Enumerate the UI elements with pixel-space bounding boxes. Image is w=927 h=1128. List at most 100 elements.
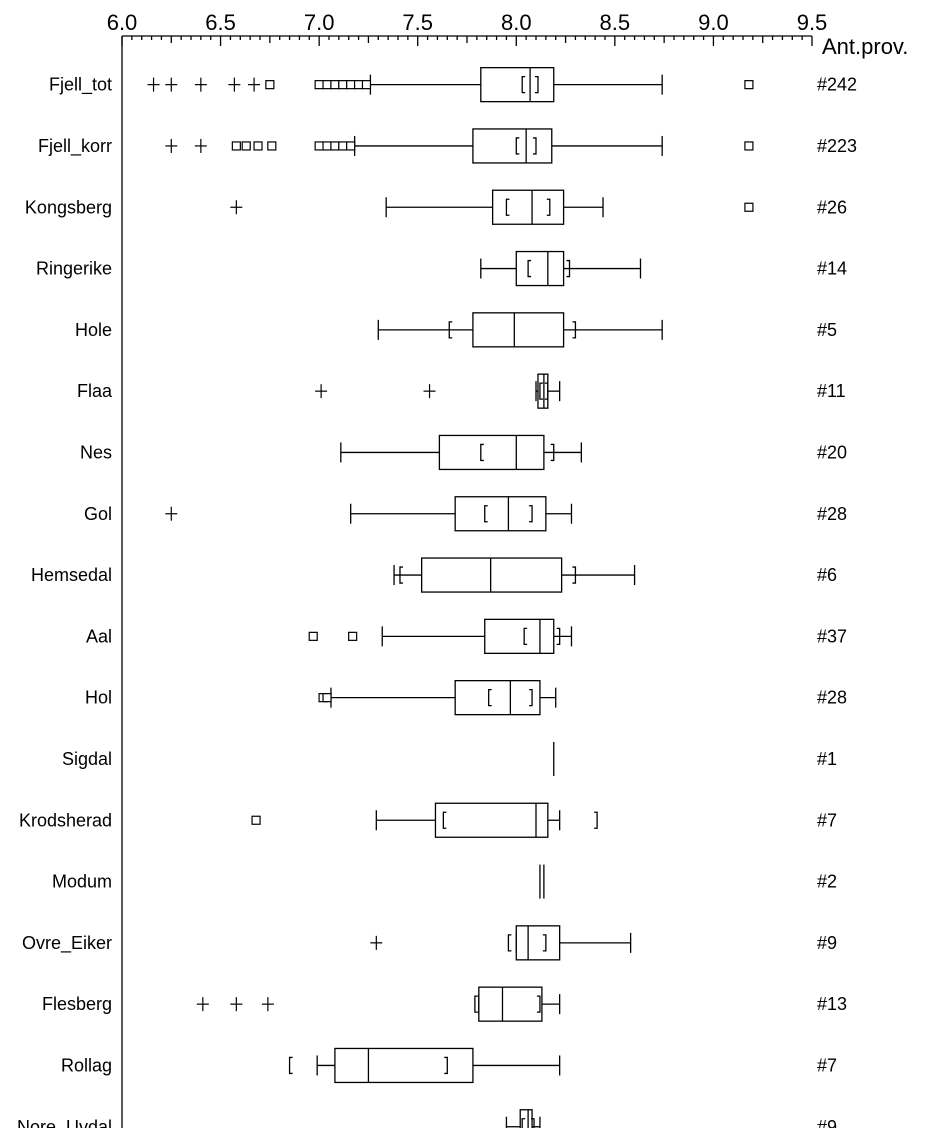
row-label: Flesberg (42, 994, 112, 1014)
x-tick-label: 9.5 (797, 10, 828, 35)
ci-bracket-high (550, 443, 555, 462)
ci-bracket-high (533, 137, 537, 155)
ci-bracket-high (556, 627, 561, 645)
outlier-square (322, 693, 332, 703)
row-label: Modum (52, 872, 112, 892)
outlier-square (231, 141, 241, 151)
iqr-box (421, 557, 563, 593)
row-label: Hol (85, 688, 112, 708)
boxplot-row: Fjell_korr #223 (38, 128, 857, 164)
boxplot-row: Aal #37 (86, 618, 847, 654)
ci-bracket-low (488, 689, 492, 707)
iqr-box (472, 128, 553, 164)
outlier-plus (147, 77, 160, 92)
ci-bracket-low (442, 811, 447, 829)
ci-bracket-high (572, 566, 577, 584)
outlier-plus (315, 384, 328, 399)
outlier-plus (230, 200, 243, 215)
iqr-box (454, 680, 541, 716)
ci-bracket-low (474, 995, 478, 1013)
ci-bracket-high (529, 689, 533, 707)
outlier-square (251, 815, 261, 825)
row-label: Rollag (61, 1055, 112, 1075)
outlier-plus (194, 138, 207, 153)
outlier-square (338, 141, 348, 151)
count-label: #242 (817, 75, 857, 95)
count-label: #223 (817, 136, 857, 156)
ci-bracket-high (572, 321, 577, 339)
row-label: Nore_Uvdal (17, 1117, 112, 1128)
ci-bracket-high (444, 1056, 448, 1075)
ci-bracket-low (484, 505, 488, 523)
ci-bracket-low (288, 1056, 293, 1075)
row-label: Gol (84, 504, 112, 524)
iqr-box (519, 1109, 533, 1128)
iqr-box (434, 802, 549, 838)
row-label: Hemsedal (31, 565, 112, 585)
outlier-square (253, 141, 263, 151)
boxplot-row: Gol #28 (84, 496, 847, 532)
ci-bracket-high (542, 934, 547, 952)
row-label: Hole (75, 320, 112, 340)
outlier-square (348, 631, 358, 641)
outlier-plus (248, 77, 261, 92)
ci-bracket-high (544, 382, 549, 400)
boxplot-row: Rollag #7 (61, 1047, 837, 1084)
outlier-plus (370, 935, 383, 950)
outlier-plus (165, 138, 178, 153)
boxplot-row: Sigdal #1 (62, 741, 837, 776)
boxplot-row: Nore_Uvdal #9 (17, 1109, 837, 1128)
row-label: Kongsberg (25, 197, 112, 217)
boxplot-row: Fjell_tot #242 (49, 67, 857, 103)
row-label: Nes (80, 442, 112, 462)
iqr-box (491, 189, 565, 225)
ci-bracket-low (523, 627, 528, 645)
count-label: #26 (817, 197, 847, 217)
count-label: #20 (817, 442, 847, 462)
outlier-square (314, 141, 324, 151)
row-label: Sigdal (62, 749, 112, 769)
outlier-square (338, 80, 348, 90)
outlier-square (241, 141, 251, 151)
row-label: Fjell_korr (38, 136, 112, 157)
ci-bracket-low (539, 382, 543, 400)
iqr-box (480, 67, 555, 103)
outlier-square (322, 141, 332, 151)
ci-bracket-high (529, 505, 533, 523)
row-label: Aal (86, 626, 112, 646)
iqr-box (438, 434, 545, 471)
outlier-plus (165, 77, 178, 92)
count-label: #5 (817, 320, 837, 340)
row-label: Fjell_tot (49, 75, 112, 96)
outlier-square (330, 80, 340, 90)
outlier-square (267, 141, 277, 151)
row-label: Ringerike (36, 259, 112, 279)
outlier-square (314, 80, 324, 90)
ci-bracket-low (480, 443, 484, 462)
outlier-square (322, 80, 332, 90)
x-tick-label: 8.0 (501, 10, 532, 35)
ci-bracket-low (505, 198, 510, 216)
iqr-box (515, 925, 561, 961)
count-label: #7 (817, 810, 837, 830)
count-label: #28 (817, 688, 847, 708)
count-header: Ant.prov. (822, 34, 908, 59)
x-axis-tick-labels: 6.0 6.5 7.0 7.5 8.0 8.5 9.0 9.5 (107, 10, 828, 35)
ci-bracket-high (531, 1118, 535, 1128)
ci-bracket-high (536, 995, 541, 1013)
outlier-square (744, 202, 754, 212)
outlier-square (361, 80, 372, 90)
ci-bracket-high (566, 259, 571, 278)
ci-bracket-low (507, 934, 512, 952)
x-axis: 6.0 6.5 7.0 7.5 8.0 8.5 9.0 9.5 (107, 10, 828, 46)
count-label: #14 (817, 259, 847, 279)
ci-bracket-low (399, 566, 403, 584)
outlier-square (353, 80, 364, 90)
count-label: #7 (817, 1055, 837, 1075)
x-tick-label: 7.5 (402, 10, 433, 35)
x-axis-ticks (121, 36, 813, 46)
iqr-box (484, 618, 555, 654)
boxplot-row: Krodsherad #7 (19, 802, 837, 838)
outlier-square (308, 631, 318, 641)
